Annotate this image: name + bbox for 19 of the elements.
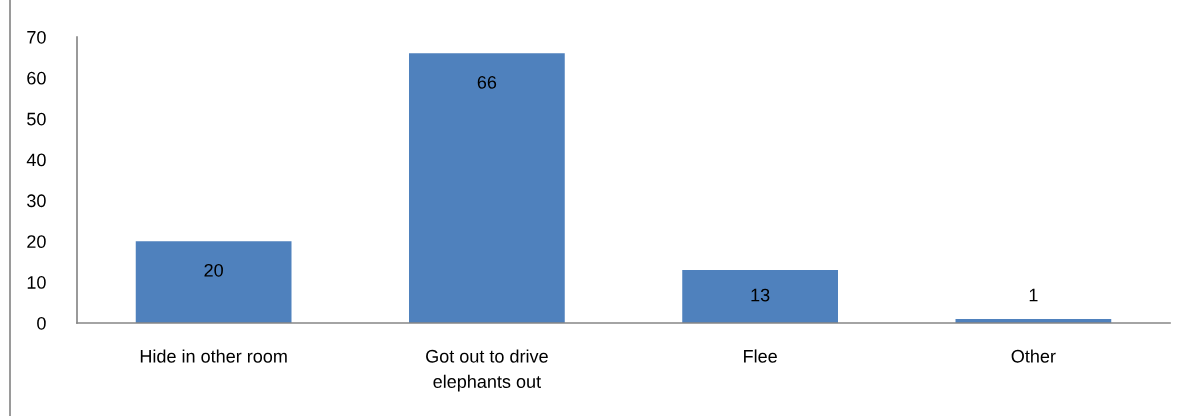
y-tick-label: 20 xyxy=(27,235,46,249)
y-tick-label: 50 xyxy=(27,112,46,126)
bar xyxy=(409,53,565,323)
y-tick-label: 60 xyxy=(27,71,46,85)
y-tick-label: 40 xyxy=(26,153,46,167)
data-label: 66 xyxy=(477,75,497,89)
y-tick-label: 10 xyxy=(27,276,46,289)
x-tick-label: Hide in other room xyxy=(140,349,287,363)
y-tick-label: 30 xyxy=(27,194,46,208)
x-tick-label: Flee xyxy=(744,349,777,363)
bar xyxy=(682,269,838,323)
data-label: 13 xyxy=(751,288,770,302)
x-tick-label: Other xyxy=(1011,349,1056,363)
y-tick-label: 70 xyxy=(27,30,46,44)
bar xyxy=(135,241,292,323)
data-label: 1 xyxy=(1029,288,1038,302)
data-label: 20 xyxy=(204,263,223,277)
x-tick-label: Got out to drive elephants out xyxy=(426,349,548,392)
y-tick-label: 0 xyxy=(37,316,46,330)
